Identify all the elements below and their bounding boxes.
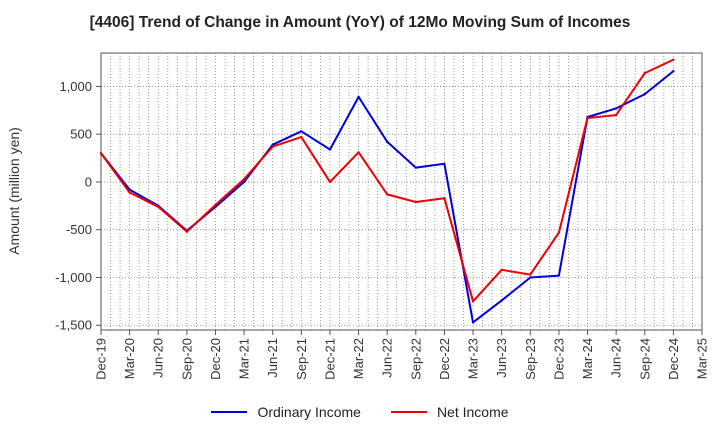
x-tick-label: Jun-24 (609, 338, 624, 378)
data-point-ordinary-income (557, 274, 561, 277)
y-tick-label: -500 (66, 222, 92, 237)
chart-title: [4406] Trend of Change in Amount (YoY) o… (89, 14, 631, 31)
legend-swatch (211, 411, 248, 413)
x-tick-label: Mar-23 (466, 338, 481, 379)
data-point-net-income (99, 152, 103, 155)
data-point-net-income (471, 300, 475, 303)
x-tick-label: Dec-24 (666, 338, 681, 380)
data-point-net-income (300, 135, 303, 139)
x-tick-label: Mar-20 (122, 338, 137, 379)
data-point-ordinary-income (242, 180, 246, 184)
x-tick-label: Sep-20 (179, 338, 194, 380)
tick-labels: -1,500 -1,000 -500 0 500 1,000 Dec-19 Mar-20 Jun… (55, 79, 709, 380)
data-point-ordinary-income (414, 166, 418, 169)
data-point-ordinary-income (271, 143, 274, 146)
x-tick-label: Jun-22 (380, 338, 395, 378)
x-tick-label: Mar-22 (351, 338, 366, 379)
data-point-net-income (529, 273, 532, 276)
data-point-net-income (643, 71, 646, 75)
data-point-ordinary-income (643, 92, 646, 96)
data-point-net-income (185, 230, 189, 233)
legend-label: Ordinary Income (257, 404, 361, 420)
x-tick-label: Sep-22 (408, 338, 423, 380)
data-point-ordinary-income (385, 140, 389, 144)
data-point-net-income (128, 191, 131, 194)
axes (96, 52, 703, 335)
data-point-ordinary-income (328, 148, 332, 151)
x-tick-label: Jun-23 (494, 338, 509, 378)
data-point-net-income (242, 177, 246, 181)
data-point-net-income (157, 205, 160, 208)
data-point-net-income (385, 193, 389, 196)
data-point-net-income (443, 196, 446, 200)
x-tick-label: Dec-19 (94, 338, 109, 380)
data-point-net-income (614, 113, 618, 117)
data-point-ordinary-income (300, 130, 303, 133)
data-point-ordinary-income (529, 276, 532, 279)
grid (101, 53, 702, 330)
x-tick-label: Jun-20 (151, 338, 166, 378)
data-point-ordinary-income (443, 162, 446, 165)
data-point-net-income (271, 145, 274, 148)
x-tick-label: Jun-21 (265, 338, 280, 378)
y-tick-label: 0 (85, 174, 92, 189)
x-tick-label: Mar-25 (695, 338, 710, 379)
x-tick-label: Mar-24 (580, 338, 595, 379)
data-point-net-income (328, 180, 332, 184)
data-point-net-income (500, 268, 503, 272)
data-point-ordinary-income (614, 107, 618, 110)
data-point-net-income (672, 58, 675, 61)
data-point-ordinary-income (357, 95, 360, 99)
y-tick-label: -1,500 (55, 318, 92, 333)
x-tick-label: Dec-20 (208, 338, 223, 380)
x-tick-label: Sep-24 (637, 338, 652, 380)
legend: Ordinary Income Net Income (0, 404, 720, 420)
plot-frame (100, 52, 703, 331)
data-point-net-income (414, 200, 418, 204)
data-point-net-income (557, 231, 561, 234)
y-axis-label: Amount (million yen) (6, 127, 22, 255)
legend-label: Net Income (436, 404, 509, 420)
series (99, 58, 675, 324)
data-point-net-income (357, 151, 360, 154)
legend-item: Net Income (390, 404, 509, 420)
legend-swatch (390, 411, 427, 413)
y-tick-label: 500 (70, 127, 92, 142)
data-point-ordinary-income (471, 321, 475, 324)
x-tick-label: Sep-21 (294, 338, 309, 380)
x-tick-label: Sep-23 (523, 338, 538, 380)
x-tick-label: Dec-22 (437, 338, 452, 380)
x-tick-label: Mar-21 (237, 338, 252, 379)
data-point-net-income (586, 116, 589, 120)
data-point-ordinary-income (672, 69, 675, 73)
x-tick-label: Dec-23 (551, 338, 566, 380)
y-tick-label: -1,000 (55, 270, 92, 285)
legend-item: Ordinary Income (211, 404, 361, 420)
data-point-ordinary-income (500, 299, 503, 302)
y-tick-label: 1,000 (59, 79, 92, 94)
x-tick-label: Dec-21 (322, 338, 337, 380)
data-point-net-income (214, 203, 217, 207)
